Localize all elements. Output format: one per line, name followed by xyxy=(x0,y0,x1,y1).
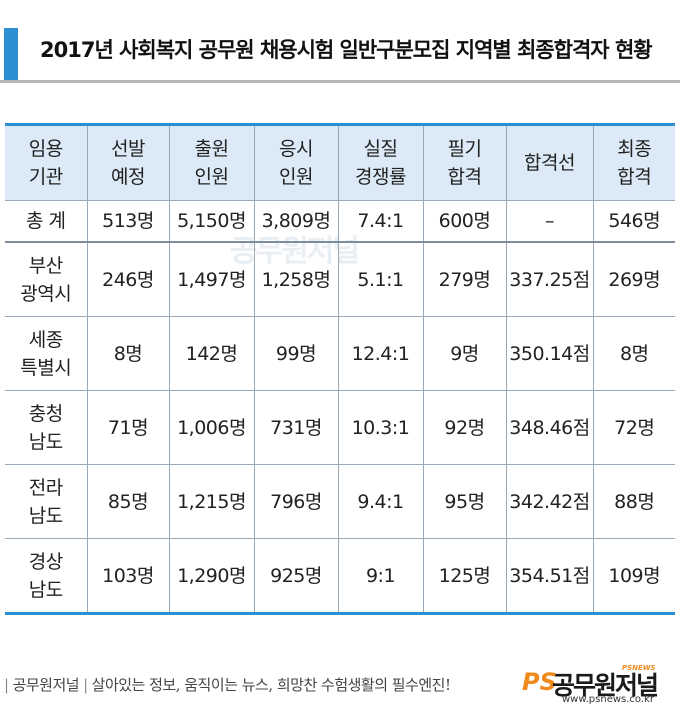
table-cell: 9:1 xyxy=(337,538,424,615)
footer-separator: | xyxy=(4,676,9,694)
row-label: 총 계 xyxy=(5,200,88,243)
table-cell: 796명 xyxy=(253,464,339,539)
table-cell: 8명 xyxy=(592,316,675,391)
table-cell: 109명 xyxy=(592,538,675,615)
header-cell: 응시 인원 xyxy=(253,123,339,201)
table-cell: 546명 xyxy=(592,200,675,243)
table-cell: 88명 xyxy=(592,464,675,539)
table-cell: 1,258명 xyxy=(253,241,339,317)
table-cell: – xyxy=(505,200,594,243)
header-cell: 필기 합격 xyxy=(422,123,507,201)
table-cell: 142명 xyxy=(168,316,255,391)
table-cell: 348.46점 xyxy=(505,390,594,465)
header-cell: 출원 인원 xyxy=(168,123,255,201)
table-header-row: 임용 기관 선발 예정 출원 인원 응시 인원 실질 경쟁률 필기 합격 합격선 최종 합격 xyxy=(5,123,675,201)
table-row: 세종 특별시 8명 142명 99명 12.4:1 9명 350.14점 8명 xyxy=(5,316,675,391)
table-cell: 95명 xyxy=(422,464,507,539)
table-cell: 342.42점 xyxy=(505,464,594,539)
table-cell: 600명 xyxy=(422,200,507,243)
table-cell: 7.4:1 xyxy=(337,200,424,243)
table-total-row: 총 계 513명 5,150명 3,809명 7.4:1 600명 – 546명 xyxy=(5,200,675,243)
table-cell: 1,006명 xyxy=(168,390,255,465)
table-cell: 99명 xyxy=(253,316,339,391)
table-cell: 1,497명 xyxy=(168,241,255,317)
table-cell: 92명 xyxy=(422,390,507,465)
page-title: 2017년 사회복지 공무원 채용시험 일반구분모집 지역별 최종합격자 현황 xyxy=(40,38,653,62)
footer-brand: 공무원저널 xyxy=(12,676,80,694)
table-cell: 3,809명 xyxy=(253,200,339,243)
header-cell: 선발 예정 xyxy=(86,123,170,201)
row-label: 세종 특별시 xyxy=(5,316,88,391)
title-bar: 2017년 사회복지 공무원 채용시험 일반구분모집 지역별 최종합격자 현황 xyxy=(0,22,680,83)
table-row: 충청 남도 71명 1,006명 731명 10.3:1 92명 348.46점 … xyxy=(5,390,675,465)
logo-url[interactable]: www.psnews.co.kr xyxy=(562,694,654,705)
psnews-logo[interactable]: PS 공무원저널 PSNEWS www.psnews.co.kr xyxy=(522,664,672,705)
footer: | 공무원저널 | 살아있는 정보, 움직이는 뉴스, 희망찬 수험생활의 필수엔진!… xyxy=(0,664,680,705)
footer-separator: | xyxy=(83,676,88,694)
table-cell: 9명 xyxy=(422,316,507,391)
table-cell: 513명 xyxy=(86,200,170,243)
table-cell: 246명 xyxy=(86,241,170,317)
table-cell: 279명 xyxy=(422,241,507,317)
table-cell: 350.14점 xyxy=(505,316,594,391)
results-table: 임용 기관 선발 예정 출원 인원 응시 인원 실질 경쟁률 필기 합격 합격선 최종 합격 … xyxy=(5,123,675,615)
table-cell: 71명 xyxy=(86,390,170,465)
table-cell: 731명 xyxy=(253,390,339,465)
row-label: 경상 남도 xyxy=(5,538,88,615)
table-cell: 1,290명 xyxy=(168,538,255,615)
table-cell: 925명 xyxy=(253,538,339,615)
footer-slogan: 살아있는 정보, 움직이는 뉴스, 희망찬 수험생활의 필수엔진! xyxy=(91,676,451,694)
table-cell: 9.4:1 xyxy=(337,464,424,539)
header-cell: 합격선 xyxy=(505,123,594,201)
table-cell: 85명 xyxy=(86,464,170,539)
table-cell: 354.51점 xyxy=(505,538,594,615)
table-row: 부산 광역시 246명 1,497명 1,258명 5.1:1 279명 337.… xyxy=(5,241,675,317)
table-row: 경상 남도 103명 1,290명 925명 9:1 125명 354.51점 1… xyxy=(5,538,675,615)
table-cell: 5.1:1 xyxy=(337,241,424,317)
table-cell: 103명 xyxy=(86,538,170,615)
row-label: 충청 남도 xyxy=(5,390,88,465)
table-cell: 10.3:1 xyxy=(337,390,424,465)
title-divider xyxy=(0,80,680,83)
logo-name: 공무원저널 xyxy=(552,671,659,700)
table-cell: 5,150명 xyxy=(168,200,255,243)
table-cell: 12.4:1 xyxy=(337,316,424,391)
table-cell: 72명 xyxy=(592,390,675,465)
logo-small-text: PSNEWS xyxy=(622,664,656,672)
table-cell: 8명 xyxy=(86,316,170,391)
row-label: 전라 남도 xyxy=(5,464,88,539)
header-cell: 임용 기관 xyxy=(5,123,88,201)
row-label: 부산 광역시 xyxy=(5,241,88,317)
table-row: 전라 남도 85명 1,215명 796명 9.4:1 95명 342.42점 8… xyxy=(5,464,675,539)
table-cell: 337.25점 xyxy=(505,241,594,317)
footer-tagline: | 공무원저널 | 살아있는 정보, 움직이는 뉴스, 희망찬 수험생활의 필수엔진! xyxy=(0,674,451,695)
logo-ps-mark: PS xyxy=(522,668,557,696)
table-cell: 269명 xyxy=(592,241,675,317)
header-cell: 최종 합격 xyxy=(592,123,675,201)
table-cell: 1,215명 xyxy=(168,464,255,539)
title-accent-bar xyxy=(4,28,18,82)
table-cell: 125명 xyxy=(422,538,507,615)
header-cell: 실질 경쟁률 xyxy=(337,123,424,201)
